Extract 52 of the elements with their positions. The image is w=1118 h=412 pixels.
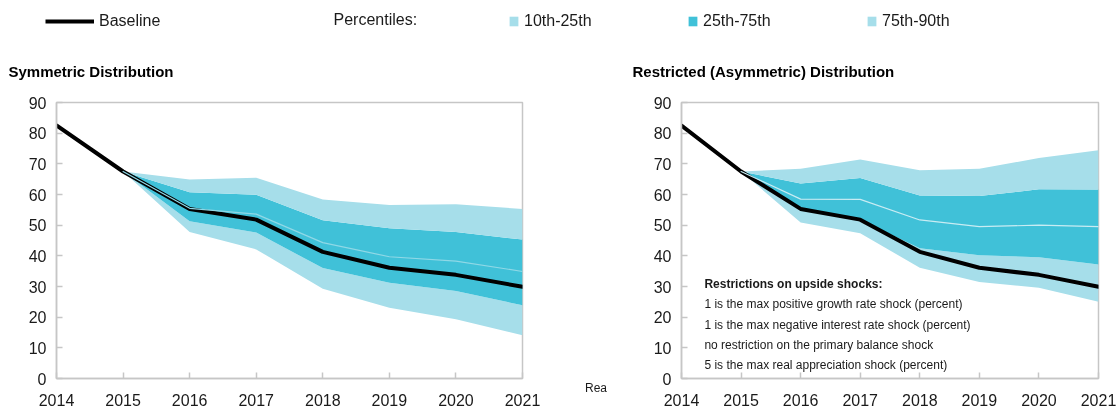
- x-tick-label: 2020: [1021, 391, 1057, 409]
- y-tick-label: 0: [662, 370, 672, 388]
- y-tick-label: 60: [653, 186, 672, 204]
- y-tick-label: 70: [28, 155, 47, 173]
- text: Rea: [585, 381, 608, 395]
- y-tick-label: 10: [653, 339, 672, 357]
- y-tick-label: 50: [28, 217, 47, 235]
- y-tick-label: 90: [653, 94, 672, 112]
- y-tick-label: 40: [28, 247, 47, 265]
- x-tick-label: 2014: [663, 391, 700, 409]
- y-tick-label: 10: [28, 339, 47, 357]
- annotation: 1 is the max positive growth rate shock (percent): [704, 297, 963, 312]
- y-tick-label: 40: [653, 247, 672, 265]
- x-tick-label: 2020: [438, 391, 474, 409]
- legend-title: Percentiles:: [333, 11, 418, 28]
- line-series: [122, 170, 523, 273]
- y-tick-label: 20: [28, 309, 47, 327]
- line-series: [740, 170, 1099, 228]
- legend-label: Baseline: [99, 12, 161, 30]
- x-tick-label: 2018: [901, 391, 938, 409]
- y-tick-label: 90: [28, 94, 47, 112]
- x-tick-label: 2015: [105, 391, 141, 409]
- y-tick-label: 80: [653, 125, 672, 143]
- annotation: 5 is the max real appreciation shock (percent): [704, 358, 948, 373]
- chart-title: Restricted (Asymmetric) Distribution: [632, 63, 895, 80]
- x-tick-label: 2016: [171, 391, 208, 409]
- legend-label: 10th-25th: [524, 12, 593, 30]
- line-series: [681, 123, 1099, 289]
- x-tick-label: 2019: [961, 391, 998, 409]
- y-tick-label: 20: [653, 309, 672, 327]
- x-tick-label: 2019: [371, 391, 408, 409]
- x-tick-label: 2021: [504, 391, 541, 409]
- y-tick-label: 80: [28, 125, 47, 143]
- y-tick-label: 50: [653, 217, 672, 235]
- y-tick-label: 30: [653, 278, 672, 296]
- legend-label: 25th-75th: [703, 12, 772, 30]
- x-tick-label: 2015: [723, 391, 759, 409]
- y-tick-label: 0: [37, 370, 47, 388]
- x-tick-label: 2021: [1080, 391, 1117, 409]
- annotation: Restrictions on upside shocks:: [704, 276, 883, 291]
- x-tick-label: 2017: [842, 391, 879, 409]
- x-tick-label: 2014: [38, 391, 75, 409]
- y-tick-label: 70: [653, 155, 672, 173]
- x-tick-label: 2016: [782, 391, 819, 409]
- x-tick-label: 2017: [238, 391, 275, 409]
- annotation: no restriction on the primary balance shock: [704, 337, 935, 352]
- legend-label: 75th-90th: [882, 12, 951, 30]
- y-tick-label: 30: [28, 278, 47, 296]
- chart-title: Symmetric Distribution: [8, 63, 174, 80]
- y-tick-label: 60: [28, 186, 47, 204]
- x-tick-label: 2018: [304, 391, 341, 409]
- annotation: 1 is the max negative interest rate shock (percent): [704, 317, 971, 332]
